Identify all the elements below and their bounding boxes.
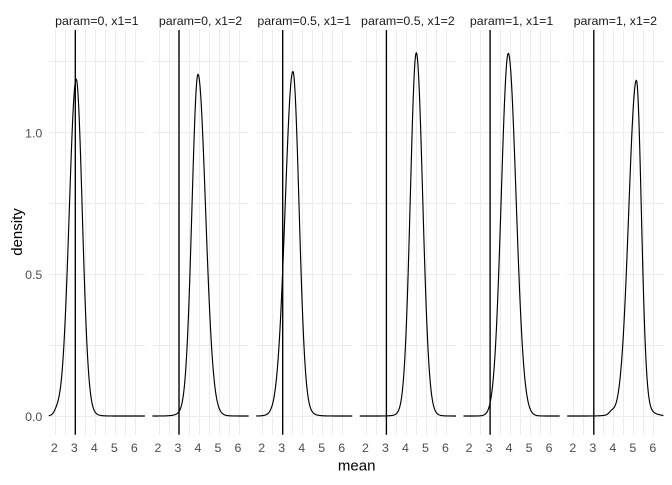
svg-text:2: 2	[362, 441, 369, 455]
svg-text:param=0.5, x1=1: param=0.5, x1=1	[257, 14, 351, 28]
svg-text:5: 5	[111, 441, 118, 455]
svg-text:6: 6	[338, 441, 345, 455]
svg-text:6: 6	[649, 441, 656, 455]
svg-text:3: 3	[278, 441, 285, 455]
svg-text:4: 4	[91, 441, 98, 455]
svg-text:6: 6	[131, 441, 138, 455]
svg-text:density: density	[9, 208, 26, 256]
svg-text:4: 4	[195, 441, 202, 455]
svg-text:4: 4	[298, 441, 305, 455]
svg-text:3: 3	[486, 441, 493, 455]
svg-text:2: 2	[466, 441, 473, 455]
svg-text:6: 6	[546, 441, 553, 455]
svg-text:6: 6	[235, 441, 242, 455]
svg-text:4: 4	[506, 441, 513, 455]
svg-text:4: 4	[402, 441, 409, 455]
svg-text:param=0.5, x1=2: param=0.5, x1=2	[361, 14, 455, 28]
svg-text:2: 2	[569, 441, 576, 455]
svg-text:5: 5	[422, 441, 429, 455]
svg-text:3: 3	[175, 441, 182, 455]
svg-text:2: 2	[258, 441, 265, 455]
svg-text:2: 2	[155, 441, 162, 455]
svg-text:param=1, x1=1: param=1, x1=1	[470, 14, 553, 28]
svg-text:4: 4	[609, 441, 616, 455]
svg-text:3: 3	[71, 441, 78, 455]
svg-text:3: 3	[589, 441, 596, 455]
svg-text:5: 5	[318, 441, 325, 455]
svg-text:3: 3	[382, 441, 389, 455]
svg-text:1.0: 1.0	[25, 126, 42, 140]
svg-text:5: 5	[526, 441, 533, 455]
svg-text:5: 5	[629, 441, 636, 455]
svg-text:param=0, x1=2: param=0, x1=2	[159, 14, 242, 28]
svg-text:2: 2	[51, 441, 58, 455]
svg-text:5: 5	[215, 441, 222, 455]
svg-text:mean: mean	[338, 458, 376, 475]
svg-text:0.0: 0.0	[25, 410, 42, 424]
svg-text:0.5: 0.5	[25, 268, 42, 282]
svg-text:param=0, x1=1: param=0, x1=1	[55, 14, 138, 28]
svg-text:param=1, x1=2: param=1, x1=2	[574, 14, 657, 28]
svg-text:6: 6	[442, 441, 449, 455]
